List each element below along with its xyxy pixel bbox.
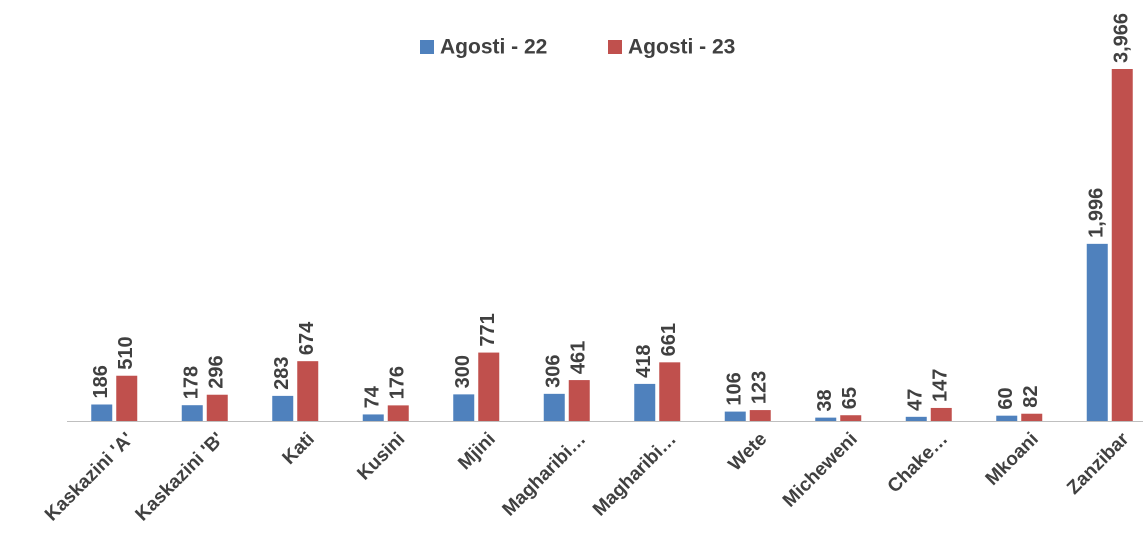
data-label: 771 [477, 313, 499, 346]
x-tick-label: Kusini [353, 429, 409, 485]
data-label: 65 [839, 387, 861, 409]
data-label: 147 [930, 369, 952, 402]
data-label: 1,996 [1086, 188, 1108, 238]
x-tick-label: Wete [725, 429, 772, 476]
x-tick-label: Magharibi… [589, 429, 681, 521]
x-tick-label: Kaskazini 'B' [132, 429, 229, 526]
bar [116, 375, 138, 421]
data-label: 3,966 [1111, 13, 1133, 63]
bar [272, 395, 294, 421]
data-label: 82 [1020, 385, 1042, 407]
legend-swatch [608, 40, 622, 54]
bar [930, 407, 952, 421]
data-label: 178 [181, 366, 203, 399]
bar [181, 405, 203, 421]
data-label: 296 [206, 355, 228, 388]
x-tick-label: Micheweni [779, 429, 862, 512]
bar [91, 404, 113, 421]
data-label: 306 [543, 354, 565, 387]
data-label: 283 [271, 357, 293, 390]
bar [1111, 69, 1133, 421]
data-label: 176 [387, 366, 409, 399]
bar [996, 415, 1018, 421]
data-label: 74 [362, 385, 384, 408]
bar [840, 415, 862, 421]
bar [1021, 413, 1043, 421]
x-tick-label: Zanzibar [1063, 428, 1134, 499]
data-label: 123 [749, 371, 771, 404]
data-label: 106 [724, 372, 746, 405]
bar [634, 383, 656, 421]
x-tick-label: Mjini [454, 429, 499, 474]
bar [659, 362, 681, 421]
x-tick-label: Kati [279, 429, 319, 469]
data-label: 661 [658, 323, 680, 356]
x-tick-label: Chake… [884, 429, 953, 498]
data-label: 38 [814, 389, 836, 411]
bar [1086, 243, 1108, 421]
bar [453, 394, 475, 421]
data-label: 461 [568, 341, 590, 374]
data-label: 186 [90, 365, 112, 398]
data-label: 300 [452, 355, 474, 388]
bar [568, 380, 590, 421]
bar [749, 410, 771, 421]
bar [905, 416, 927, 421]
bar [543, 393, 565, 421]
bar [362, 414, 384, 421]
data-label: 418 [633, 345, 655, 378]
bar [724, 411, 746, 421]
bar [478, 352, 500, 421]
legend-label: Agosti - 22 [440, 36, 547, 59]
data-label: 47 [905, 389, 927, 411]
x-tick-label: Magharibi… [499, 429, 591, 521]
bar [206, 394, 228, 421]
data-label: 510 [115, 336, 137, 369]
x-tick-label: Kaskazini 'A' [41, 429, 138, 526]
x-tick-label: Mkoani [982, 429, 1043, 490]
bar [297, 361, 319, 421]
bar [815, 417, 837, 421]
legend-swatch [420, 40, 434, 54]
data-label: 674 [296, 321, 318, 355]
data-label: 60 [995, 387, 1017, 409]
bar [387, 405, 409, 421]
legend-label: Agosti - 23 [628, 36, 735, 59]
